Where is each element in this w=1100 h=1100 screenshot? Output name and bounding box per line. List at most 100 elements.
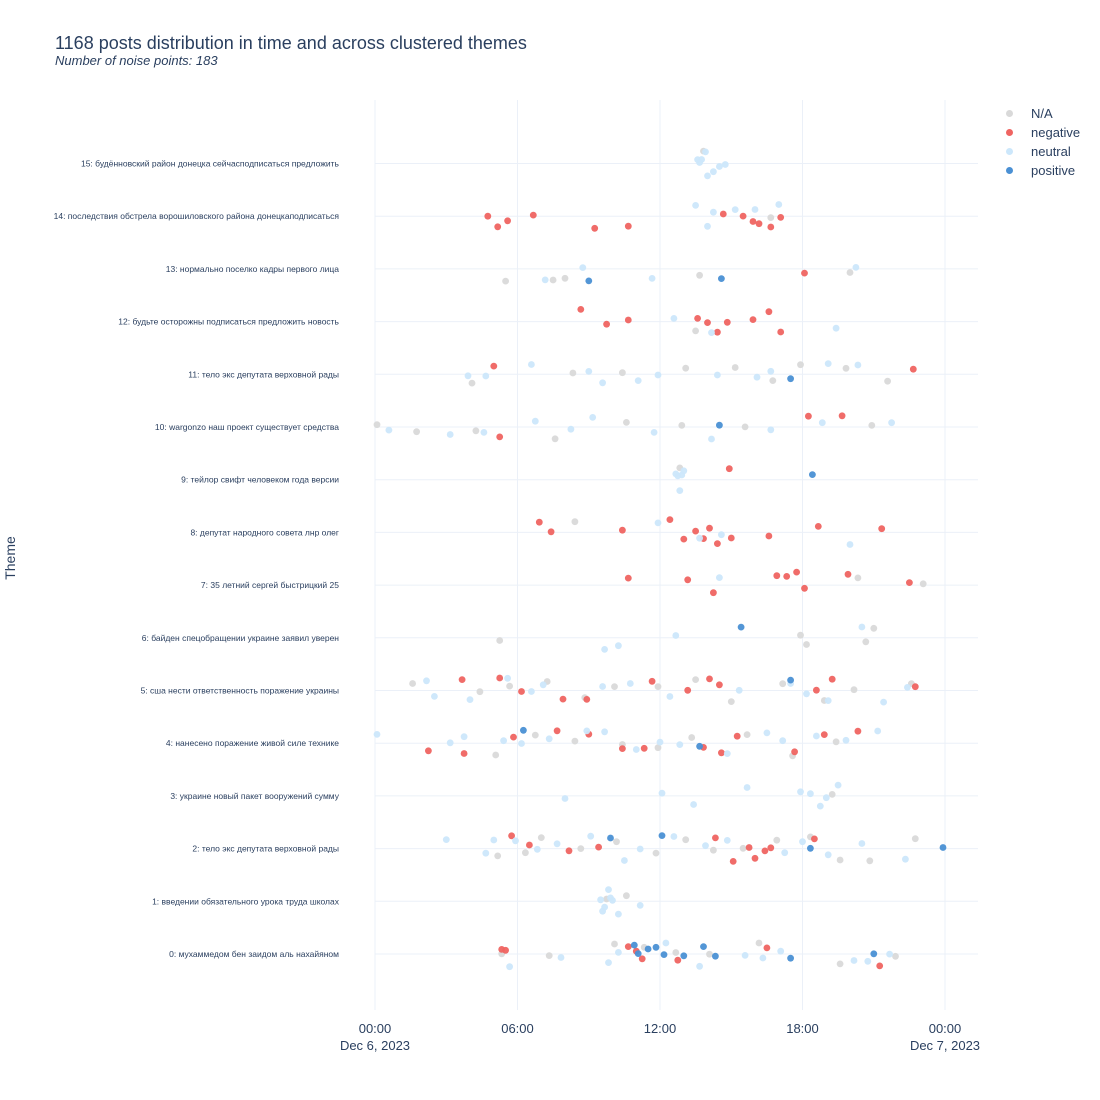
data-points (373, 147, 947, 971)
data-point-neutral (601, 728, 608, 736)
data-point-neutral (858, 623, 866, 631)
data-point-neutral (797, 788, 804, 796)
data-point-negative (793, 568, 800, 576)
data-point-neutral (500, 737, 507, 745)
chart-title: 1168 posts distribution in time and acro… (55, 33, 527, 53)
data-point-na (868, 422, 876, 429)
data-point-positive (634, 950, 642, 957)
data-point-neutral (670, 833, 678, 840)
data-point-negative (619, 526, 626, 534)
data-point-neutral (672, 632, 680, 639)
legend-item[interactable]: neutral (1002, 142, 1080, 161)
data-point-neutral (902, 855, 909, 863)
data-point-neutral (799, 838, 806, 846)
data-point-negative (504, 217, 511, 225)
data-point-neutral (864, 957, 872, 965)
data-point-neutral (605, 886, 612, 893)
data-point-negative (704, 319, 711, 326)
data-point-positive (660, 951, 668, 958)
data-point-na (692, 327, 699, 335)
data-point-na (549, 276, 557, 284)
legend-swatch (1006, 148, 1013, 155)
data-point-neutral (662, 939, 670, 947)
data-point-neutral (589, 414, 597, 421)
data-point-neutral (615, 949, 622, 956)
data-point-neutral (656, 738, 664, 746)
data-point-na (710, 846, 717, 854)
data-point-na (413, 428, 420, 436)
data-point-neutral (480, 429, 488, 436)
data-point-neutral (583, 727, 591, 735)
data-point-neutral (777, 947, 785, 955)
y-tick-label: 3: украине новый пакет вооружений сумму (170, 791, 339, 801)
data-point-negative (624, 316, 632, 324)
data-point-neutral (781, 849, 789, 857)
chart-subtitle: Number of noise points: 183 (55, 53, 218, 68)
data-point-neutral (545, 735, 553, 743)
data-point-positive (787, 375, 794, 383)
data-point-neutral (385, 426, 393, 434)
data-point-na (577, 845, 585, 852)
data-point-neutral (759, 954, 767, 962)
data-point-negative (749, 316, 757, 323)
data-point-neutral (561, 795, 569, 802)
data-point-neutral (702, 842, 709, 850)
data-point-neutral (553, 840, 561, 848)
x-tick-label: 12:00 (644, 1021, 677, 1036)
data-point-na (613, 838, 620, 846)
y-tick-label: 1: введении обязательного урока труда шк… (152, 896, 340, 906)
y-tick-label: 15: будённовский район донецка сейчаспод… (81, 159, 340, 169)
data-point-neutral (904, 684, 911, 691)
data-point-na (571, 518, 579, 526)
data-point-na (619, 369, 626, 377)
data-point-negative (706, 675, 713, 683)
grid-layer (374, 100, 978, 1010)
data-point-neutral (601, 903, 608, 911)
data-point-neutral (506, 963, 513, 971)
data-point-negative (674, 956, 682, 964)
data-point-neutral (842, 736, 850, 744)
data-point-na (678, 422, 686, 429)
data-point-neutral (557, 954, 565, 961)
legend-item[interactable]: N/A (1002, 104, 1080, 123)
data-point-na (731, 364, 739, 371)
data-point-negative (811, 835, 818, 843)
data-point-neutral (723, 837, 731, 844)
data-point-na (692, 676, 699, 683)
data-point-negative (791, 748, 798, 756)
data-point-na (611, 940, 618, 948)
data-point-negative (603, 320, 610, 328)
data-point-na (836, 960, 844, 968)
legend-item[interactable]: negative (1002, 123, 1080, 142)
data-point-na (654, 744, 662, 752)
data-point-na (682, 836, 690, 844)
data-point-na (654, 683, 662, 690)
data-point-neutral (587, 832, 595, 840)
data-point-na (506, 682, 513, 690)
data-point-neutral (803, 690, 810, 698)
data-point-neutral (482, 849, 490, 857)
y-tick-label: 14: последствия обстрела ворошиловского … (54, 211, 340, 221)
data-point-negative (911, 683, 919, 691)
y-tick-label: 10: wargonzo наш проект существует средс… (155, 422, 339, 432)
data-point-negative (529, 211, 537, 219)
data-point-negative (761, 847, 769, 855)
data-point-negative (765, 532, 773, 540)
data-point-na (892, 952, 899, 960)
data-point-neutral (741, 952, 749, 959)
data-point-positive (737, 623, 745, 631)
y-tick-label: 13: нормально поселко кадры первого лица (166, 264, 340, 274)
data-point-negative (820, 731, 828, 738)
data-point-neutral (696, 534, 703, 542)
data-point-positive (807, 844, 814, 852)
data-point-na (884, 377, 891, 385)
data-point-negative (547, 528, 555, 536)
data-point-na (682, 364, 690, 372)
data-point-negative (763, 944, 771, 952)
data-point-na (623, 419, 630, 426)
legend-item[interactable]: positive (1002, 161, 1080, 180)
data-point-negative (727, 534, 735, 542)
data-point-neutral (482, 372, 490, 380)
data-point-positive (787, 954, 794, 962)
